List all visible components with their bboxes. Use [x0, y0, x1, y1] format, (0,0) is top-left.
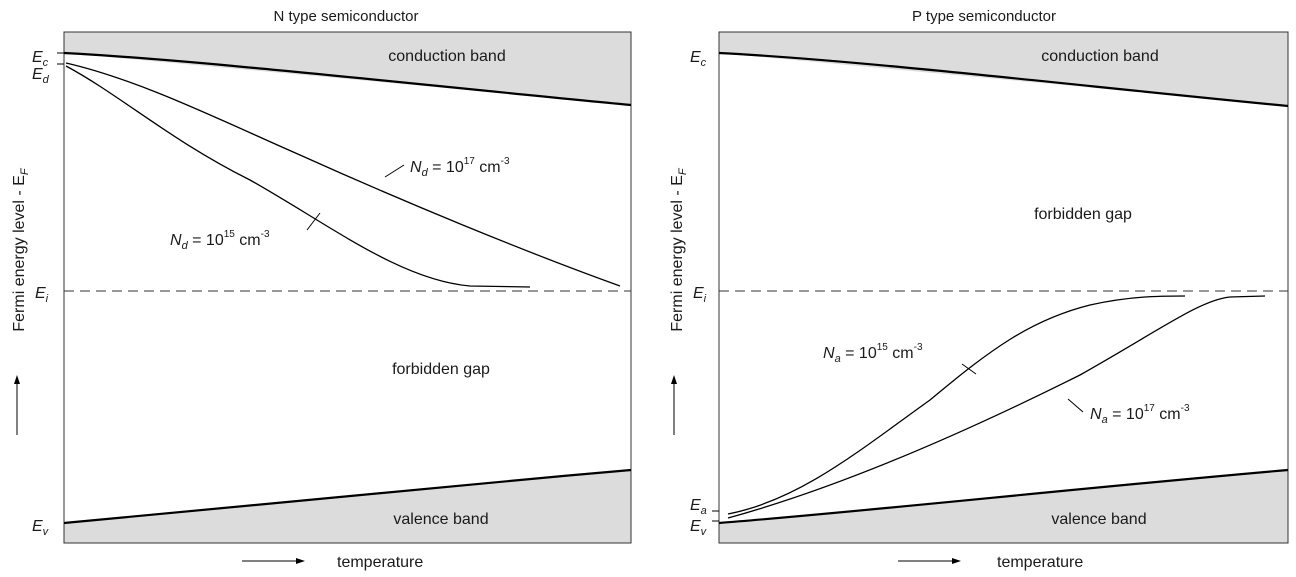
- label-na-1e15: Na = 1015 cm-3: [823, 342, 923, 365]
- forbidden-gap-label: forbidden gap: [392, 361, 490, 378]
- fermi-curve-na-1e17: [727, 295, 1266, 519]
- conduction-band-edge: [718, 51, 1289, 108]
- valence-band-edge: [63, 468, 632, 525]
- valence-band-label: valence band: [393, 511, 488, 528]
- leader-na-1e17: [1067, 398, 1084, 413]
- fermi-curve-nd-1e17: [65, 62, 621, 287]
- valence-band-region: [719, 470, 1288, 543]
- leader-nd-1e17: [384, 164, 405, 178]
- x-axis-arrow-icon: [898, 558, 961, 564]
- conduction-band-label: conduction band: [1041, 48, 1158, 65]
- plot-frame: [718, 31, 1289, 544]
- label-nd-1e15: Nd = 1015 cm-3: [170, 229, 270, 252]
- valence-band-edge: [718, 468, 1289, 525]
- fermi-curve-na-1e15: [727, 295, 1186, 515]
- y-axis-label: Fermi energy level - EF: [669, 167, 689, 332]
- x-axis-label: temperature: [337, 554, 423, 571]
- level-label-ei: Ei: [693, 285, 707, 305]
- level-label-ec: Ec: [32, 49, 49, 69]
- level-label-ev: Ev: [690, 518, 708, 538]
- conduction-band-region: [64, 32, 631, 105]
- x-axis-arrow-icon: [242, 558, 305, 564]
- valence-band-region: [64, 470, 631, 543]
- p-type-title: P type semiconductor: [912, 8, 1056, 25]
- label-na-1e17: Na = 1017 cm-3: [1090, 403, 1190, 426]
- y-axis-label: Fermi energy level - EF: [11, 167, 31, 332]
- fermi-curve-nd-1e15: [65, 65, 531, 288]
- n-type-panel: N type semiconductor Nd = 1017 cm-3 Nd =…: [11, 8, 632, 571]
- conduction-band-edge: [63, 51, 632, 107]
- level-label-ed: Ed: [32, 66, 50, 86]
- plot-frame: [63, 31, 632, 544]
- forbidden-gap-label: forbidden gap: [1034, 206, 1132, 223]
- valence-band-label: valence band: [1051, 511, 1146, 528]
- label-nd-1e17: Nd = 1017 cm-3: [410, 156, 510, 179]
- level-label-ev: Ev: [32, 518, 50, 538]
- n-type-title: N type semiconductor: [273, 8, 418, 25]
- x-axis-label: temperature: [997, 554, 1083, 571]
- level-label-ec: Ec: [690, 49, 707, 69]
- y-axis-arrow-icon: [671, 375, 677, 435]
- conduction-band-region: [719, 32, 1288, 106]
- level-label-ea: Ea: [690, 497, 707, 517]
- p-type-panel: P type semiconductor Na = 1015 cm-3 Na =…: [669, 8, 1289, 571]
- leader-na-1e15: [961, 363, 977, 375]
- conduction-band-label: conduction band: [388, 48, 505, 65]
- level-label-ei: Ei: [35, 285, 49, 305]
- y-axis-arrow-icon: [14, 375, 20, 435]
- leader-nd-1e15: [306, 212, 321, 231]
